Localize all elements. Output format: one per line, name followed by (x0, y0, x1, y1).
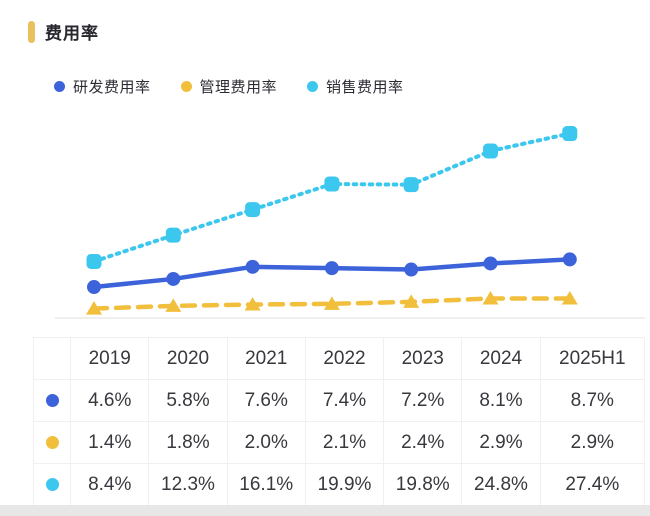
cell-value: 8.1% (461, 379, 541, 422)
cell-value: 24.8% (461, 463, 541, 506)
col-header-2022: 2022 (304, 337, 385, 380)
marker-square-icon (245, 202, 261, 218)
col-header-2020: 2020 (148, 337, 228, 380)
cell-value: 5.8% (148, 379, 228, 422)
rate-table: 2019 2020 2021 2022 2023 2024 2025H1 4.6… (32, 337, 646, 506)
series-dot-cell (32, 463, 72, 506)
col-header-2021: 2021 (226, 337, 306, 380)
marker-circle-icon (166, 271, 181, 286)
marker-triangle-icon (165, 298, 182, 312)
marker-square-icon (86, 253, 102, 269)
cell-value: 1.8% (148, 421, 228, 464)
col-header-2024: 2024 (461, 337, 541, 380)
legend-label: 销售费用率 (326, 79, 404, 96)
table-row-sales: 8.4% 12.3% 16.1% 19.9% 19.8% 24.8% 27.4% (32, 463, 646, 506)
table-corner-cell (32, 337, 72, 380)
series-dot-cell (32, 421, 72, 464)
marker-square-icon (483, 143, 498, 159)
table-header-row: 2019 2020 2021 2022 2023 2024 2025H1 (32, 337, 646, 380)
legend-item-admin: 管理费用率 (180, 76, 278, 97)
marker-triangle-icon (561, 290, 578, 305)
series-dot-icon (45, 393, 59, 407)
legend-label: 管理费用率 (199, 79, 278, 96)
cell-value: 12.3% (148, 463, 228, 506)
line-chart (55, 126, 645, 319)
cell-value: 16.1% (226, 463, 306, 506)
series-line-dotted (92, 131, 572, 264)
col-header-2023: 2023 (383, 337, 463, 380)
cell-value: 7.6% (226, 379, 306, 422)
table-row-admin: 1.4% 1.8% 2.0% 2.1% 2.4% 2.9% 2.9% (32, 421, 646, 464)
chart-legend: 研发费用率 管理费用率 销售费用率 (54, 76, 404, 97)
legend-item-sales: 销售费用率 (307, 76, 404, 97)
marker-triangle-icon (403, 294, 420, 308)
series-dot-icon (45, 435, 59, 449)
cell-value: 8.4% (70, 463, 150, 506)
marker-circle-icon (483, 256, 498, 271)
cell-value: 1.4% (70, 421, 150, 464)
cell-value: 8.7% (539, 379, 646, 422)
legend-dot-icon (180, 81, 192, 92)
marker-square-icon (165, 227, 181, 243)
marker-triangle-icon (323, 296, 340, 310)
cell-value: 7.4% (304, 379, 385, 422)
marker-square-icon (324, 176, 340, 192)
marker-square-icon (562, 126, 578, 142)
cell-value: 19.9% (304, 463, 385, 506)
marker-circle-icon (245, 259, 260, 274)
marker-circle-icon (404, 262, 419, 277)
accent-bar (28, 20, 35, 43)
marker-circle-icon (324, 261, 339, 276)
cell-value: 27.4% (539, 463, 646, 506)
marker-triangle-icon (86, 301, 102, 315)
series-dot-icon (45, 477, 59, 491)
marker-square-icon (403, 177, 419, 193)
marker-triangle-icon (244, 297, 261, 311)
marker-circle-icon (87, 280, 101, 295)
cell-value: 7.2% (383, 379, 463, 422)
legend-dot-icon (54, 81, 65, 92)
cell-value: 19.8% (383, 463, 463, 506)
col-header-2019: 2019 (70, 337, 150, 380)
page-background-strip (0, 505, 650, 516)
legend-label: 研发费用率 (73, 79, 151, 96)
marker-triangle-icon (482, 290, 499, 305)
series-dot-cell (32, 379, 72, 422)
cell-value: 2.0% (226, 421, 306, 464)
cell-value: 4.6% (70, 379, 150, 422)
page-title: 费用率 (45, 24, 99, 43)
legend-item-rd: 研发费用率 (54, 76, 151, 97)
table-row-rd: 4.6% 5.8% 7.6% 7.4% 7.2% 8.1% 8.7% (32, 379, 646, 422)
cell-value: 2.1% (304, 421, 385, 464)
cell-value: 2.9% (461, 421, 541, 464)
cell-value: 2.4% (383, 421, 463, 464)
section-header: 费用率 (28, 19, 99, 44)
cell-value: 2.9% (539, 421, 646, 464)
legend-dot-icon (307, 81, 319, 92)
col-header-2025h1: 2025H1 (539, 337, 646, 380)
marker-circle-icon (562, 252, 577, 267)
